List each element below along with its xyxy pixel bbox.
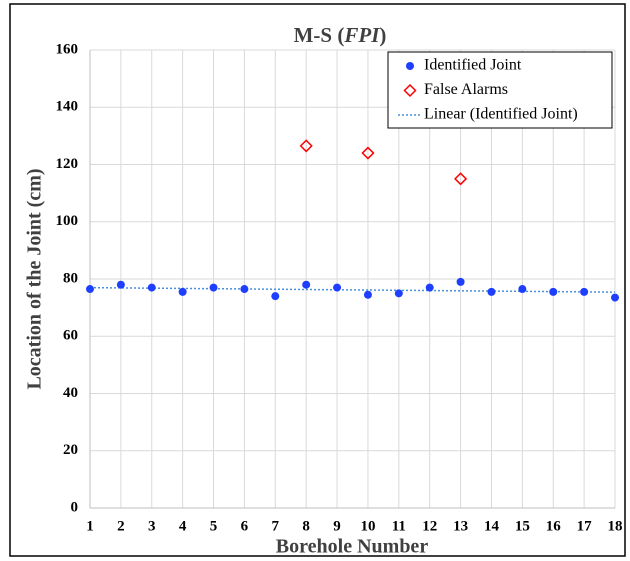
- x-tick-label: 18: [608, 518, 623, 534]
- y-tick-label: 160: [56, 41, 79, 57]
- point: [456, 277, 465, 286]
- y-tick-label: 20: [63, 442, 78, 458]
- x-tick-label: 8: [302, 518, 310, 534]
- title-part: M-S (: [294, 23, 345, 47]
- x-tick-label: 5: [210, 518, 218, 534]
- point: [487, 287, 496, 296]
- x-tick-label: 4: [179, 518, 187, 534]
- x-tick-label: 15: [515, 518, 530, 534]
- point: [116, 280, 125, 289]
- point: [454, 172, 468, 186]
- y-tick-label: 0: [71, 499, 79, 515]
- y-tick-label: 40: [63, 385, 78, 401]
- legend-label: Identified Joint: [424, 57, 522, 74]
- legend-label: False Alarms: [424, 81, 508, 98]
- y-tick-label: 80: [63, 270, 78, 286]
- x-tick-label: 11: [392, 518, 406, 534]
- x-axis-title: Borehole Number: [276, 536, 429, 558]
- legend: Identified Joint False Alarms Linear (Iden…: [387, 51, 613, 129]
- x-tick-label: 6: [241, 518, 249, 534]
- point: [394, 289, 403, 298]
- y-tick-label: 120: [56, 156, 79, 172]
- point: [580, 287, 589, 296]
- y-tick-label: 100: [56, 213, 79, 229]
- point: [611, 293, 619, 302]
- chart-title: M-S (FPI): [294, 23, 387, 47]
- point: [302, 280, 311, 289]
- x-tick-label: 12: [422, 518, 437, 534]
- point: [240, 285, 249, 294]
- point: [518, 285, 527, 294]
- point: [209, 283, 218, 292]
- point: [86, 285, 94, 294]
- x-tick-label: 10: [360, 518, 375, 534]
- y-tick-label: 60: [63, 328, 78, 344]
- y-axis-title: Location of the Joint (cm): [24, 168, 46, 389]
- point: [271, 292, 280, 301]
- legend-box: [387, 51, 613, 129]
- x-tick-label: 2: [117, 518, 125, 534]
- x-tick-label: 7: [272, 518, 280, 534]
- point: [299, 139, 313, 153]
- title-part: FPI: [343, 23, 380, 47]
- title-part: ): [379, 23, 386, 47]
- legend-marker: [403, 83, 417, 98]
- x-tick-label: 17: [577, 518, 593, 534]
- point: [361, 146, 375, 160]
- x-tick-label: 13: [453, 518, 468, 534]
- plot: [86, 139, 619, 302]
- point: [425, 283, 434, 292]
- point: [549, 287, 558, 296]
- point: [363, 290, 372, 299]
- x-tick-label: 14: [484, 518, 500, 534]
- trendline: [89, 286, 616, 293]
- point: [178, 287, 187, 296]
- x-tick-label: 1: [86, 518, 94, 534]
- legend-marker: [406, 62, 414, 70]
- point: [333, 283, 342, 292]
- point: [147, 283, 156, 292]
- x-tick-label: 16: [546, 518, 562, 534]
- x-tick-label: 3: [148, 518, 156, 534]
- legend-label: Linear (Identified Joint): [424, 106, 578, 123]
- y-tick-label: 140: [56, 99, 79, 115]
- x-tick-label: 9: [333, 518, 341, 534]
